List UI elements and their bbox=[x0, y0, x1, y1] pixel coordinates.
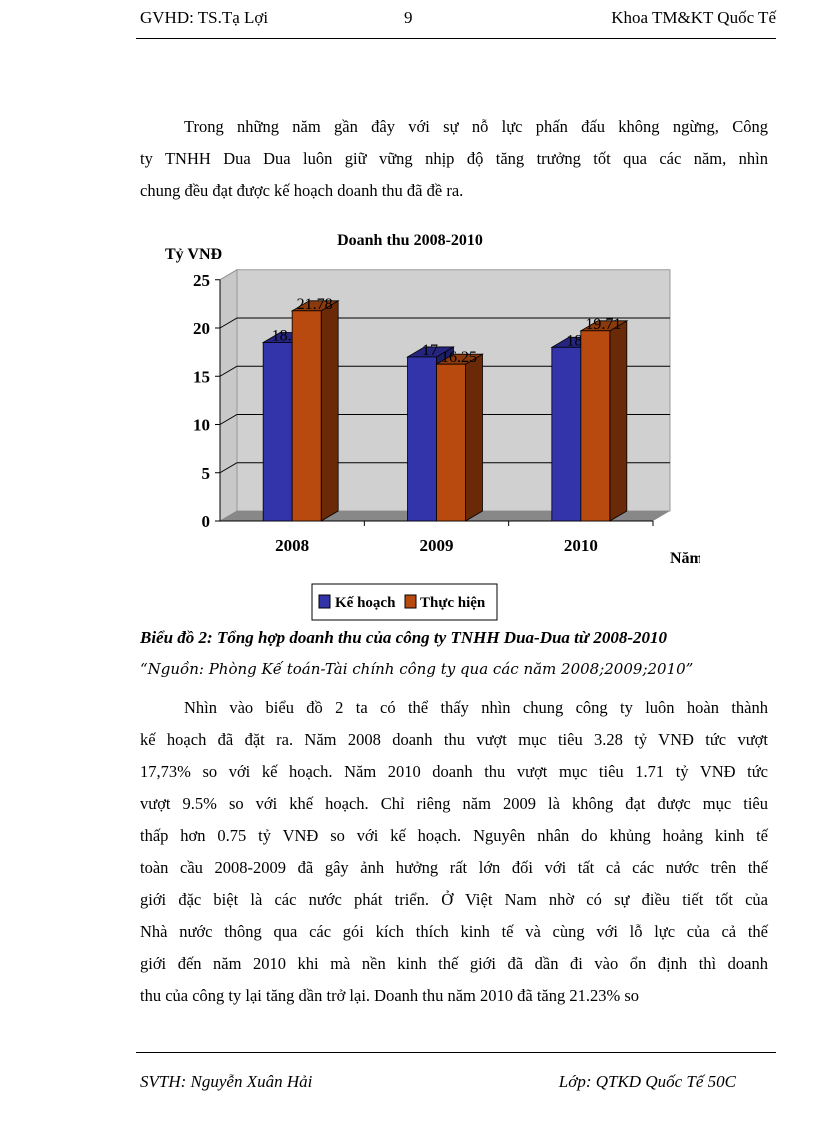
legend-swatch-plan bbox=[318, 594, 331, 609]
page-number: 9 bbox=[404, 8, 413, 27]
data-label: 17 bbox=[422, 342, 438, 359]
y-tick-label: 5 bbox=[202, 464, 211, 483]
footer-student: SVTH: Nguyễn Xuân Hải bbox=[140, 1072, 313, 1091]
revenue-chart: Doanh thu 2008-2010 Tỷ VNĐ Năm 0 5 10 15 20 2… bbox=[165, 232, 700, 621]
text-line: 17,73% so với kế hoạch. Năm 2010 doanh t… bbox=[140, 762, 768, 781]
legend-swatch-actual bbox=[404, 594, 417, 609]
header-rule bbox=[136, 38, 776, 39]
text-line: thu của công ty lại tăng dần trở lại. Do… bbox=[140, 986, 640, 1005]
x-tick-label: 2008 bbox=[275, 536, 309, 555]
bar-side bbox=[609, 320, 628, 522]
text-line: toàn cầu 2008-2009 đã gây ảnh hưởng rất … bbox=[140, 858, 768, 877]
paragraph-analysis: Nhìn vào biểu đồ 2 ta có thể thấy nhìn c… bbox=[140, 692, 768, 1012]
footer-rule bbox=[136, 1052, 776, 1053]
data-label: 18 bbox=[566, 332, 582, 349]
legend-label-plan: Kế hoạch bbox=[335, 595, 396, 611]
header-faculty: Khoa TM&KT Quốc Tế bbox=[611, 8, 776, 27]
header-supervisor: GVHD: TS.Tạ Lợi bbox=[140, 8, 269, 27]
text-line: thấp hơn 0.75 tỷ VNĐ so với kế hoạch. Ng… bbox=[140, 826, 768, 845]
x-axis-label: Năm bbox=[670, 550, 700, 567]
chart-source: “Nguồn: Phòng Kế toán-Tài chính công ty … bbox=[140, 660, 694, 678]
y-tick-label: 25 bbox=[193, 271, 210, 290]
gridline bbox=[219, 414, 670, 425]
legend-label-actual: Thực hiện bbox=[420, 595, 486, 611]
footer-class: Lớp: QTKD Quốc Tế 50C bbox=[558, 1072, 736, 1091]
text-line: ty TNHH Dua Dua luôn giữ vững nhịp độ tă… bbox=[140, 149, 768, 168]
text-line: chung đều đạt được kế hoạch doanh thu đã… bbox=[140, 181, 464, 200]
gridline bbox=[219, 317, 670, 329]
text-line: Trong những năm gần đây với sự nỗ lực ph… bbox=[184, 117, 768, 136]
text-line: giới đến năm 2010 khi mà nền kinh thế gi… bbox=[140, 954, 768, 973]
text-line: giới đặc biệt là các nước phát triển. Ở … bbox=[140, 890, 768, 909]
text-line: kế hoạch đã đặt ra. Năm 2008 doanh thu v… bbox=[140, 730, 768, 749]
gridline bbox=[219, 365, 670, 377]
x-tick-label: 2009 bbox=[420, 536, 454, 555]
text-line: vượt 9.5% so với khế hoạch. Chỉ riêng nă… bbox=[140, 794, 768, 813]
y-axis-label: Tỷ VNĐ bbox=[165, 246, 222, 263]
legend: Kế hoạch Thực hiện bbox=[311, 583, 498, 621]
bar-actual-2008 bbox=[291, 310, 322, 522]
bar-side bbox=[465, 353, 483, 522]
data-label: 16.25 bbox=[441, 349, 477, 366]
paragraph-intro: Trong những năm gần đây với sự nỗ lực ph… bbox=[140, 111, 768, 207]
text-line: Nhìn vào biểu đồ 2 ta có thể thấy nhìn c… bbox=[184, 698, 768, 717]
data-label: 21.78 bbox=[297, 296, 333, 313]
bar-side bbox=[320, 300, 339, 522]
y-tick-label: 0 bbox=[202, 512, 211, 531]
bar-actual-2009 bbox=[436, 363, 466, 522]
data-label: 19.71 bbox=[585, 316, 621, 333]
x-tick-label: 2010 bbox=[564, 536, 598, 555]
gridline bbox=[219, 462, 670, 474]
bar-actual-2010 bbox=[580, 330, 611, 522]
bar-plan-2009 bbox=[407, 356, 437, 522]
y-tick-label: 20 bbox=[193, 319, 210, 338]
chart-title: Doanh thu 2008-2010 bbox=[337, 232, 483, 249]
y-tick-label: 10 bbox=[193, 416, 210, 435]
side-wall bbox=[219, 268, 238, 522]
bar-plan-2010 bbox=[551, 346, 582, 522]
chart-caption: Biểu đồ 2: Tổng hợp doanh thu của công t… bbox=[140, 628, 667, 647]
text-line: Nhà nước thông qua các gói kích thích ki… bbox=[140, 922, 768, 941]
bar-plan-2008 bbox=[262, 342, 293, 522]
y-tick-label: 15 bbox=[193, 367, 210, 386]
